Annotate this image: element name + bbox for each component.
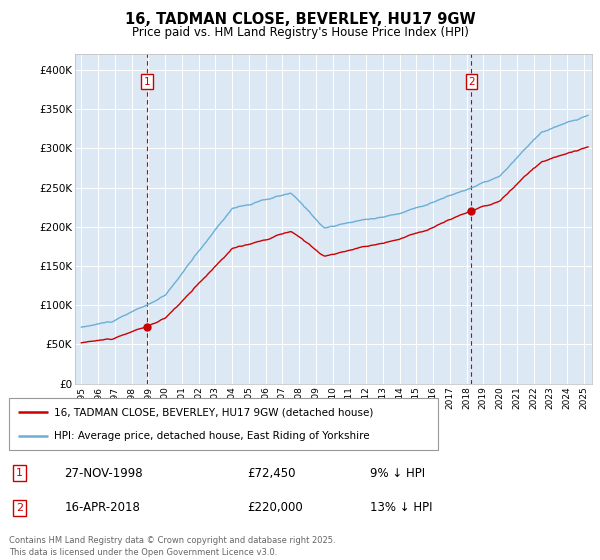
Text: 16, TADMAN CLOSE, BEVERLEY, HU17 9GW: 16, TADMAN CLOSE, BEVERLEY, HU17 9GW: [125, 12, 475, 27]
Text: 2: 2: [468, 77, 475, 87]
Text: 16-APR-2018: 16-APR-2018: [64, 501, 140, 515]
Text: £220,000: £220,000: [247, 501, 303, 515]
Text: 1: 1: [143, 77, 150, 87]
Text: 9% ↓ HPI: 9% ↓ HPI: [370, 466, 425, 480]
Text: 16, TADMAN CLOSE, BEVERLEY, HU17 9GW (detached house): 16, TADMAN CLOSE, BEVERLEY, HU17 9GW (de…: [54, 407, 373, 417]
Text: This data is licensed under the Open Government Licence v3.0.: This data is licensed under the Open Gov…: [9, 548, 277, 557]
Text: £72,450: £72,450: [247, 466, 296, 480]
Text: Contains HM Land Registry data © Crown copyright and database right 2025.: Contains HM Land Registry data © Crown c…: [9, 536, 335, 545]
Text: 1: 1: [16, 468, 23, 478]
Text: 13% ↓ HPI: 13% ↓ HPI: [370, 501, 433, 515]
Text: 2: 2: [16, 503, 23, 513]
Text: Price paid vs. HM Land Registry's House Price Index (HPI): Price paid vs. HM Land Registry's House …: [131, 26, 469, 39]
Text: HPI: Average price, detached house, East Riding of Yorkshire: HPI: Average price, detached house, East…: [54, 431, 370, 441]
FancyBboxPatch shape: [9, 398, 438, 450]
Text: 27-NOV-1998: 27-NOV-1998: [64, 466, 143, 480]
